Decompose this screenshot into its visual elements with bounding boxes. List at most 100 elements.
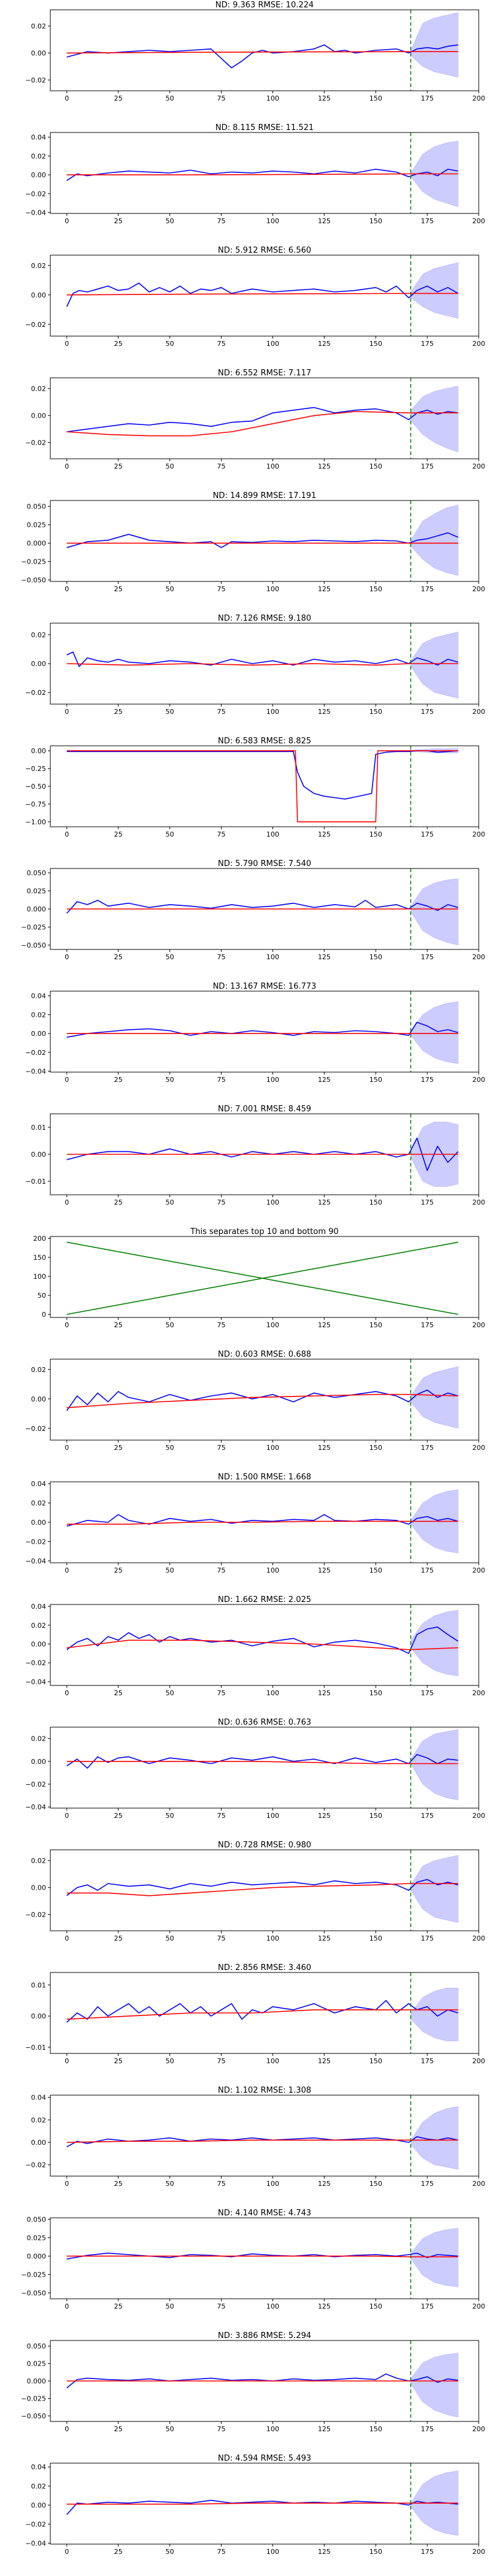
x-tick-label: 75: [217, 2302, 226, 2310]
x-tick-label: 125: [318, 217, 331, 225]
subplot-6: ND: 7.126 RMSE: 9.180 0 25 50 75 100 125 150 175…: [25, 614, 485, 716]
x-tick-label: 175: [421, 1689, 434, 1697]
x-tick-label: 75: [217, 2425, 226, 2433]
x-tick-label: 150: [369, 2425, 382, 2433]
series-line-2: [66, 51, 458, 54]
confidence-band: [411, 878, 458, 946]
y-tick-label: −0.025: [21, 2394, 46, 2402]
y-tick-label: 0.025: [27, 2234, 47, 2242]
y-tick-label: −0.01: [25, 1178, 46, 1186]
y-tick-label: 0.04: [31, 1480, 47, 1488]
axes-frame: [50, 1359, 479, 1441]
x-tick-label: 50: [166, 1444, 174, 1452]
axes-frame: [50, 500, 479, 582]
subplot-title: This separates top 10 and bottom 90: [190, 1227, 338, 1236]
x-tick-label: 75: [217, 1321, 226, 1329]
x-tick-label: 200: [473, 1198, 485, 1206]
series-line-2: [66, 1520, 458, 1525]
series-line-2: [66, 1639, 458, 1650]
x-tick-label: 100: [266, 1689, 279, 1697]
subplot-title: ND: 0.603 RMSE: 0.688: [218, 1350, 311, 1359]
x-tick-label: 0: [64, 1934, 69, 1942]
subplot-title: ND: 7.001 RMSE: 8.459: [218, 1105, 311, 1114]
series-line-2: [66, 2139, 458, 2143]
subplot-title: ND: 8.115 RMSE: 11.521: [215, 123, 314, 132]
y-tick-label: 0.000: [27, 2377, 47, 2385]
x-tick-label: 50: [166, 1566, 174, 1574]
x-tick-label: 0: [64, 1444, 69, 1452]
x-tick-label: 100: [266, 2057, 279, 2065]
x-tick-label: 125: [318, 1566, 331, 1574]
confidence-band: [411, 1729, 458, 1801]
x-tick-label: 0: [64, 217, 69, 225]
x-tick-label: 175: [421, 217, 434, 225]
x-tick-label: 125: [318, 94, 331, 102]
x-tick-label: 25: [114, 1812, 123, 1820]
subplot-title: ND: 6.583 RMSE: 8.825: [218, 737, 311, 746]
x-tick-label: 75: [217, 1198, 226, 1206]
x-tick-label: 175: [421, 708, 434, 716]
x-tick-label: 100: [266, 1198, 279, 1206]
x-tick-label: 175: [421, 462, 434, 470]
x-tick-label: 0: [64, 2057, 69, 2065]
x-tick-label: 200: [473, 2425, 485, 2433]
axes-frame: [50, 1604, 479, 1686]
x-tick-label: 75: [217, 340, 226, 348]
y-tick-label: 0.00: [31, 2012, 47, 2020]
series-line-2: [66, 2009, 458, 2020]
x-tick-label: 125: [318, 2302, 331, 2310]
x-tick-label: 25: [114, 953, 123, 961]
x-tick-label: 25: [114, 94, 123, 102]
x-tick-label: 150: [369, 1444, 382, 1452]
x-tick-label: 0: [64, 2548, 69, 2556]
x-tick-label: 50: [166, 217, 174, 225]
x-tick-label: 150: [369, 2180, 382, 2188]
x-tick-label: 150: [369, 1076, 382, 1084]
y-tick-label: 0.050: [27, 503, 47, 511]
y-tick-label: 0.02: [31, 631, 47, 639]
confidence-band: [411, 12, 458, 78]
y-tick-label: −0.02: [25, 439, 46, 447]
y-tick-label: −0.02: [25, 190, 46, 198]
subplot-16: ND: 0.728 RMSE: 0.980 0 25 50 75 100 125 150 175…: [25, 1841, 485, 1942]
subplot-title: ND: 1.102 RMSE: 1.308: [218, 2086, 311, 2095]
series-line-1: [66, 1627, 458, 1654]
series-line-2: [66, 750, 458, 822]
subplot-title: ND: 0.728 RMSE: 0.980: [218, 1841, 311, 1850]
x-tick-label: 25: [114, 1076, 123, 1084]
x-tick-label: 75: [217, 1934, 226, 1942]
x-tick-label: 150: [369, 953, 382, 961]
x-tick-label: 100: [266, 217, 279, 225]
y-tick-label: 0.04: [31, 1603, 47, 1611]
y-tick-label: −0.02: [25, 1659, 46, 1667]
x-tick-label: 50: [166, 830, 174, 838]
x-tick-label: 125: [318, 953, 331, 961]
x-tick-label: 50: [166, 2302, 174, 2310]
confidence-band: [411, 2353, 458, 2418]
x-tick-label: 200: [473, 1321, 485, 1329]
x-tick-label: 75: [217, 462, 226, 470]
x-tick-label: 125: [318, 1689, 331, 1697]
x-tick-label: 100: [266, 1076, 279, 1084]
series-line-1: [66, 1389, 458, 1411]
x-tick-label: 125: [318, 462, 331, 470]
y-tick-label: −0.75: [25, 800, 46, 808]
x-tick-label: 125: [318, 1934, 331, 1942]
y-tick-label: −0.02: [25, 76, 46, 84]
x-tick-label: 50: [166, 340, 174, 348]
x-tick-label: 0: [64, 462, 69, 470]
series-line-1: [66, 1999, 458, 2023]
y-tick-label: −0.02: [25, 1781, 46, 1788]
y-tick-label: −0.02: [25, 2161, 46, 2169]
y-tick-label: 0.000: [27, 905, 47, 913]
y-tick-label: 0.02: [31, 1366, 47, 1374]
confidence-band: [411, 1988, 458, 2041]
x-tick-label: 50: [166, 1076, 174, 1084]
y-tick-label: 0.00: [31, 1884, 47, 1892]
y-tick-label: 0.04: [31, 992, 47, 1000]
x-tick-label: 175: [421, 585, 434, 593]
y-tick-label: 0.000: [27, 540, 47, 548]
x-tick-label: 100: [266, 2425, 279, 2433]
series-line-2: [66, 173, 458, 175]
